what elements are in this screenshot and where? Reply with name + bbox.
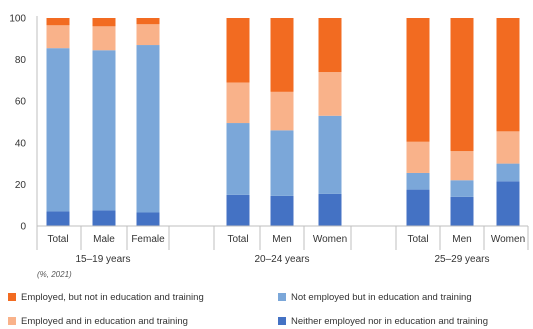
legend-label: Not employed but in education and traini… (291, 292, 472, 303)
bar-segment (406, 189, 430, 226)
group-label: 15–19 years (75, 254, 130, 265)
bar-segment (136, 45, 160, 213)
group-label: 20–24 years (254, 254, 309, 265)
y-axis: 0 20 40 60 80 100 (9, 14, 38, 233)
bar-segment (406, 172, 430, 190)
bar-segment (318, 193, 342, 226)
bar-segment (136, 24, 160, 46)
bar-segment (46, 48, 70, 212)
category-label: Men (452, 234, 471, 245)
category-label: Female (131, 234, 165, 245)
bar-segment (496, 181, 520, 226)
category-label: Men (272, 234, 291, 245)
bar-segment (450, 151, 474, 181)
legend-swatch (8, 293, 16, 301)
bar-segment (270, 130, 294, 196)
bar-segment (496, 18, 520, 132)
legend-item: Employed, but not in education and train… (8, 292, 204, 303)
legend-item: Not employed but in education and traini… (278, 292, 472, 303)
group-label: 25–29 years (434, 254, 489, 265)
legend-item: Employed and in education and training (8, 316, 188, 327)
legend-label: Employed, but not in education and train… (21, 292, 204, 303)
bar-segment (46, 25, 70, 49)
bar-segment (92, 18, 116, 27)
bar-segment (46, 211, 70, 226)
bar-segment (226, 82, 250, 124)
bar-segment (450, 180, 474, 197)
bar-segment (270, 18, 294, 92)
bar-segment (318, 115, 342, 194)
bar-segment (406, 141, 430, 173)
category-label: Total (227, 234, 248, 245)
bar-segment (318, 72, 342, 116)
y-tick-label: 40 (15, 138, 27, 149)
bar-segment (136, 18, 160, 25)
x-axis: Total Male Female Total Men Women Total Men Wome… (36, 225, 529, 265)
category-label: Total (407, 234, 428, 245)
legend-item: Neither employed nor in education and tr… (278, 316, 488, 327)
legend-label: Employed and in education and training (21, 316, 188, 327)
bar-segment (92, 50, 116, 211)
bar-segment (136, 212, 160, 226)
category-label: Women (313, 234, 347, 245)
legend-swatch (278, 293, 286, 301)
category-label: Male (93, 234, 115, 245)
bars (46, 18, 520, 226)
category-label: Women (491, 234, 525, 245)
y-tick-label: 60 (15, 97, 27, 108)
stacked-bar-chart: 0 20 40 60 80 100 Total Male Female Total Men Wome… (9, 14, 529, 265)
legend-label: Neither employed nor in education and tr… (291, 316, 488, 327)
bar-segment (270, 91, 294, 131)
bar-segment (450, 196, 474, 226)
bar-segment (226, 194, 250, 226)
chart-note: (%, 2021) (37, 270, 72, 279)
legend-swatch (278, 317, 286, 325)
bar-segment (46, 18, 70, 26)
bar-segment (406, 18, 430, 142)
legend-swatch (8, 317, 16, 325)
bar-segment (226, 123, 250, 195)
bar-segment (270, 195, 294, 226)
bar-segment (496, 131, 520, 164)
bar-segment (450, 18, 474, 152)
bar-segment (318, 18, 342, 73)
bar-segment (496, 163, 520, 182)
bar-segment (226, 18, 250, 83)
bar-segment (92, 26, 116, 51)
y-tick-label: 100 (9, 14, 26, 25)
category-label: Total (47, 234, 68, 245)
y-tick-label: 0 (20, 222, 26, 233)
bar-segment (92, 210, 116, 226)
y-tick-label: 80 (15, 55, 27, 66)
y-tick-label: 20 (15, 180, 27, 191)
